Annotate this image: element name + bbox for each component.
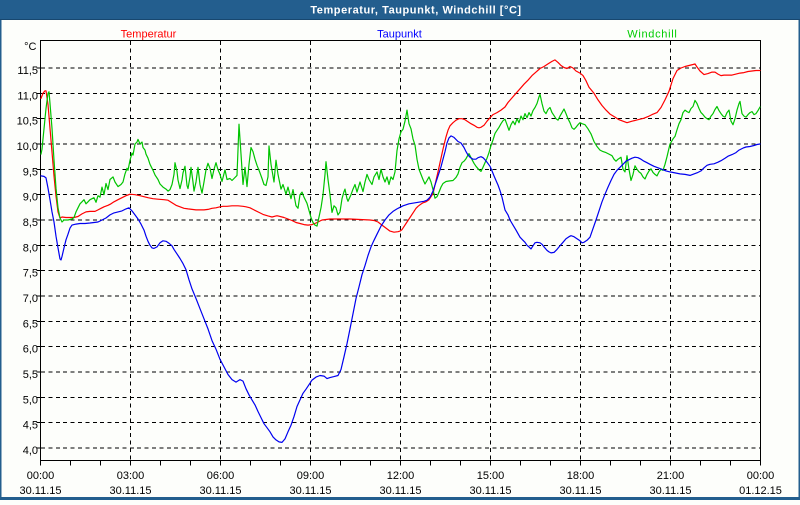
svg-text:30.11.15: 30.11.15 bbox=[289, 485, 331, 497]
svg-text:09:00: 09:00 bbox=[297, 470, 325, 482]
svg-text:4,0: 4,0 bbox=[23, 445, 38, 457]
svg-text:00:00: 00:00 bbox=[27, 470, 55, 482]
svg-text:8,5: 8,5 bbox=[23, 217, 38, 229]
svg-text:7,0: 7,0 bbox=[23, 293, 38, 305]
svg-text:Windchill: Windchill bbox=[627, 29, 677, 41]
svg-text:30.11.15: 30.11.15 bbox=[19, 485, 61, 497]
svg-text:°C: °C bbox=[24, 41, 36, 53]
svg-text:00:00: 00:00 bbox=[747, 470, 775, 482]
svg-text:10,0: 10,0 bbox=[17, 141, 38, 153]
svg-text:Taupunkt: Taupunkt bbox=[377, 29, 422, 41]
svg-text:18:00: 18:00 bbox=[567, 470, 595, 482]
svg-text:6,0: 6,0 bbox=[23, 344, 38, 356]
svg-text:21:00: 21:00 bbox=[657, 470, 685, 482]
svg-text:30.11.15: 30.11.15 bbox=[109, 485, 151, 497]
svg-text:30.11.15: 30.11.15 bbox=[379, 485, 421, 497]
svg-text:03:00: 03:00 bbox=[117, 470, 145, 482]
svg-text:5,5: 5,5 bbox=[23, 369, 38, 381]
svg-text:7,5: 7,5 bbox=[23, 268, 38, 280]
svg-text:12:00: 12:00 bbox=[387, 470, 415, 482]
svg-text:9,0: 9,0 bbox=[23, 192, 38, 204]
svg-text:11,5: 11,5 bbox=[17, 65, 38, 77]
svg-text:5,0: 5,0 bbox=[23, 394, 38, 406]
svg-text:30.11.15: 30.11.15 bbox=[199, 485, 241, 497]
svg-text:Temperatur, Taupunkt, Windchil: Temperatur, Taupunkt, Windchill [°C] bbox=[310, 5, 521, 17]
svg-text:06:00: 06:00 bbox=[207, 470, 235, 482]
svg-text:01.12.15: 01.12.15 bbox=[739, 485, 782, 497]
svg-text:10,5: 10,5 bbox=[17, 116, 38, 128]
svg-text:30.11.15: 30.11.15 bbox=[559, 485, 601, 497]
svg-text:11,0: 11,0 bbox=[17, 90, 38, 102]
svg-text:30.11.15: 30.11.15 bbox=[649, 485, 691, 497]
svg-text:8,0: 8,0 bbox=[23, 242, 38, 254]
svg-text:Temperatur: Temperatur bbox=[121, 29, 177, 41]
svg-text:4,5: 4,5 bbox=[23, 420, 38, 432]
svg-text:9,5: 9,5 bbox=[23, 166, 38, 178]
svg-text:6,5: 6,5 bbox=[23, 318, 38, 330]
svg-text:15:00: 15:00 bbox=[477, 470, 505, 482]
svg-text:30.11.15: 30.11.15 bbox=[469, 485, 511, 497]
